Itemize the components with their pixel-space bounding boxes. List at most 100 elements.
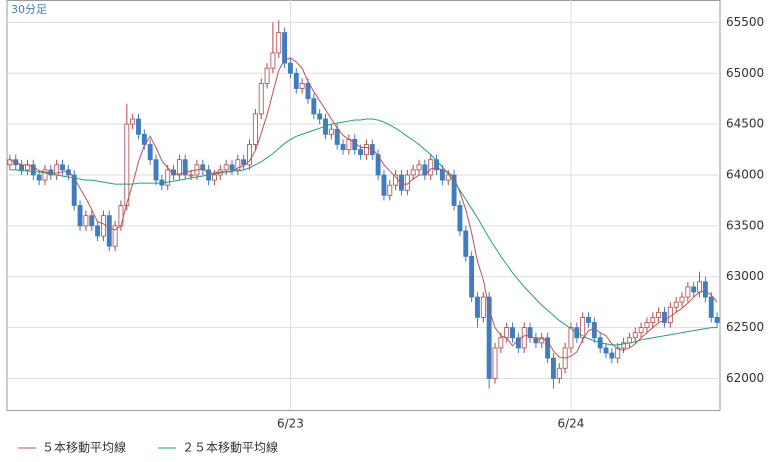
candle-body: [457, 205, 463, 232]
candle-body: [504, 327, 510, 339]
legend-label: ２５本移動平均線: [182, 440, 278, 455]
candle-body: [533, 337, 539, 344]
candle-body: [141, 133, 147, 145]
candle-body: [89, 215, 95, 227]
plot-area: [6, 0, 721, 411]
y-tick-label: 64500: [726, 117, 764, 131]
candle-body: [7, 159, 13, 166]
candle-body: [697, 281, 702, 293]
candle-body: [130, 118, 136, 125]
candle-body: [521, 327, 527, 349]
candle-body: [638, 327, 644, 334]
candle-body: [708, 296, 714, 318]
y-tick-label: 62500: [726, 320, 764, 334]
candle-body: [650, 317, 656, 323]
candle-body: [299, 83, 305, 89]
candle-body: [381, 174, 387, 196]
moving-average-line: [9, 118, 718, 346]
candle-body: [673, 301, 679, 308]
candle-body: [165, 169, 171, 186]
candle-body: [112, 225, 118, 247]
candle-body: [340, 144, 346, 150]
candle-body: [153, 159, 159, 181]
candle-body: [136, 118, 141, 135]
y-tick-label: 65500: [726, 15, 764, 29]
candle-body: [264, 67, 270, 84]
candle-body: [288, 62, 293, 74]
candle-body: [352, 138, 358, 150]
candle-body: [439, 169, 445, 181]
candle-body: [147, 144, 153, 161]
candle-body: [118, 205, 124, 227]
candle-body: [200, 164, 206, 171]
candle-body: [469, 255, 475, 298]
candle-body: [515, 337, 521, 349]
y-tick-label: 63000: [726, 269, 764, 283]
candle-body: [527, 327, 533, 339]
candle-body: [65, 169, 71, 176]
candle-body: [691, 286, 697, 293]
candle-body: [247, 144, 252, 166]
candle-body: [656, 311, 662, 318]
candle-body: [451, 174, 457, 206]
candle-body: [188, 174, 194, 177]
candle-body: [229, 164, 235, 171]
candle-body: [498, 337, 504, 349]
candle-body: [586, 317, 591, 323]
candle-body: [603, 347, 609, 354]
candle-body: [463, 230, 469, 257]
x-tick-label: 6/23: [277, 417, 304, 431]
candle-body: [241, 159, 247, 166]
candle-body: [626, 337, 632, 344]
y-tick-label: 63500: [726, 218, 764, 232]
y-tick-label: 62000: [726, 371, 764, 385]
candle-body: [550, 357, 556, 379]
legend-label: ５本移動平均線: [42, 440, 126, 455]
candle-body: [334, 128, 340, 145]
candle-body: [679, 296, 685, 303]
candle-body: [644, 322, 650, 328]
candle-body: [30, 164, 36, 176]
candle-body: [369, 144, 375, 156]
candle-body: [363, 144, 369, 156]
candle-body: [539, 337, 545, 344]
candle-body: [399, 174, 404, 191]
candle-body: [702, 281, 708, 298]
candle-body: [492, 347, 498, 379]
y-tick-label: 64000: [726, 167, 764, 181]
candle-body: [545, 337, 551, 359]
candle-body: [223, 164, 229, 171]
candle-body: [311, 98, 317, 115]
candle-body: [276, 32, 282, 54]
candle-body: [305, 83, 311, 100]
candle-body: [317, 113, 323, 120]
moving-average-line: [9, 57, 718, 359]
candle-body: [358, 149, 364, 156]
candle-body: [568, 327, 574, 349]
candle-body: [54, 164, 60, 176]
candle-body: [685, 286, 691, 298]
candle-body: [106, 215, 112, 247]
candle-body: [95, 225, 101, 237]
candle-body: [434, 159, 439, 171]
candle-body: [176, 159, 182, 176]
candle-body: [258, 83, 264, 115]
candle-body: [212, 174, 217, 181]
candle-body: [77, 205, 83, 227]
candle-body: [428, 159, 434, 176]
candle-body: [60, 164, 65, 171]
candle-body: [662, 311, 667, 323]
candle-body: [100, 215, 106, 237]
candle-body: [124, 123, 130, 206]
candle-body: [621, 342, 627, 349]
candle-body: [486, 296, 492, 379]
candle-body: [36, 174, 42, 181]
candle-body: [475, 296, 480, 318]
candle-body: [510, 327, 515, 339]
candle-body: [375, 154, 381, 176]
candle-body: [19, 164, 25, 171]
candle-body: [410, 169, 416, 176]
candle-body: [235, 159, 241, 171]
timeframe-label: 30分足: [11, 3, 47, 16]
